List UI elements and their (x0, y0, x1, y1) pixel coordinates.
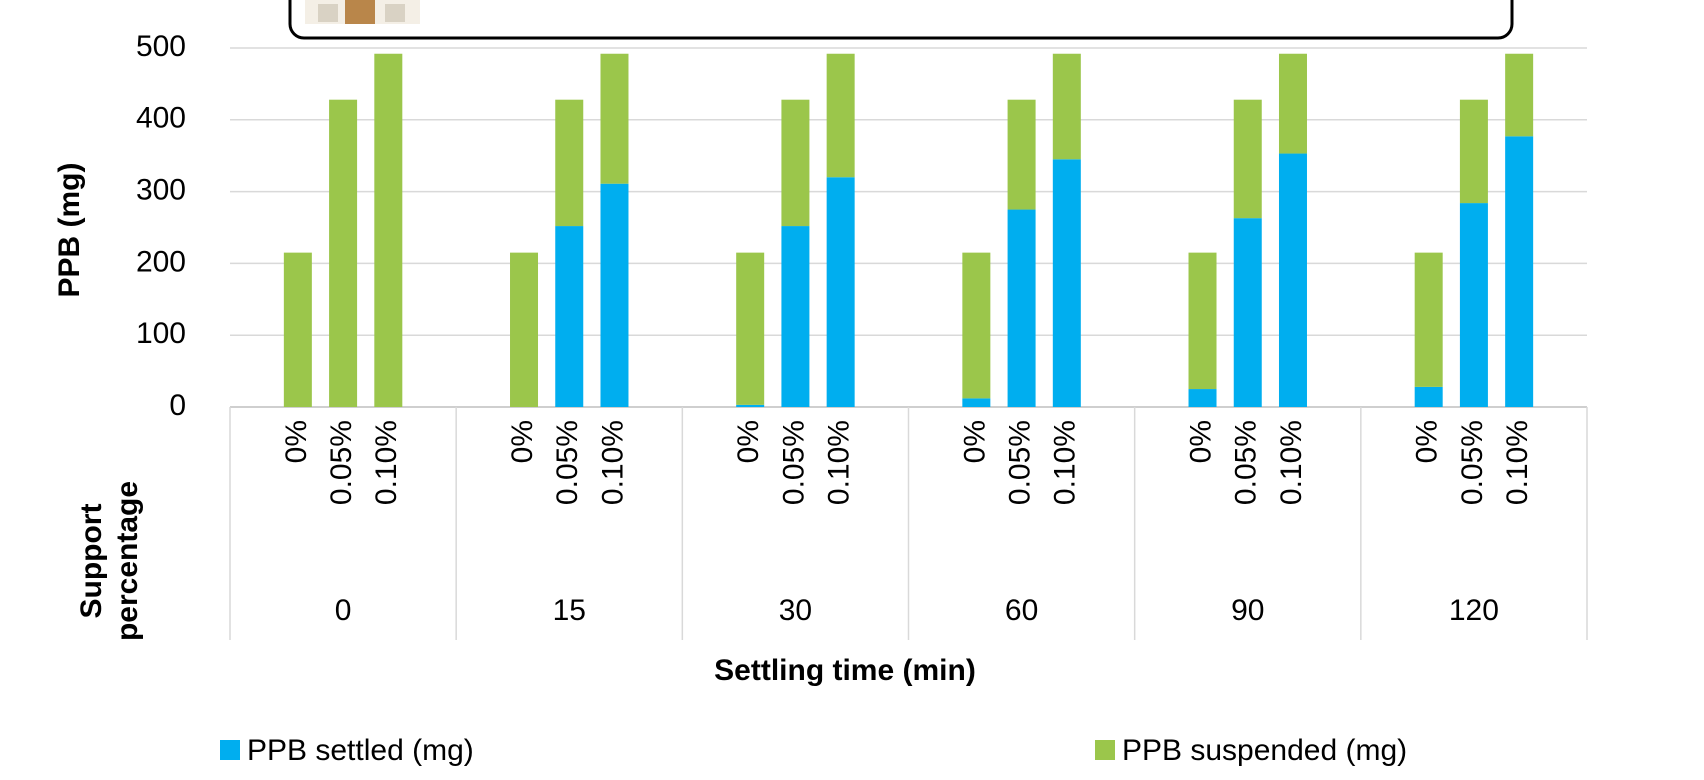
bar-segment (284, 253, 312, 407)
y-tick-label: 200 (136, 245, 186, 278)
bar-segment (1053, 159, 1081, 407)
x-tick-label: 0% (958, 420, 991, 463)
bar-segment (781, 100, 809, 226)
legend-label: PPB settled (mg) (247, 734, 474, 767)
group-label: 0 (335, 594, 352, 627)
bar-segment (1505, 136, 1533, 407)
group-label: 15 (553, 594, 586, 627)
group-label: 90 (1231, 594, 1264, 627)
bar-segment (1008, 210, 1036, 407)
x-tick-label: 0.10% (1501, 420, 1534, 505)
x-axis-title: Settling time (min) (714, 654, 976, 687)
bar-segment (827, 54, 855, 177)
x-tick-label: 0.05% (777, 420, 810, 505)
bar-segment (510, 253, 538, 407)
x-tick-label: 0.05% (325, 420, 358, 505)
bar-segment (555, 100, 583, 226)
bar-segment (1279, 54, 1307, 154)
x-tick-label: 0.05% (1456, 420, 1489, 505)
bar-segment (1189, 253, 1217, 389)
y-tick-label: 400 (136, 102, 186, 135)
bar-segment (962, 398, 990, 407)
x-tick-label: 0% (1411, 420, 1444, 463)
x-tick-label: 0.10% (596, 420, 629, 505)
group-label: 30 (779, 594, 812, 627)
bar-segment (555, 226, 583, 407)
bar-segment (1189, 389, 1217, 407)
group-axis-title: Support percentage (74, 431, 146, 691)
bar-segment (736, 405, 764, 407)
bar-segment (329, 100, 357, 407)
y-tick-label: 100 (136, 317, 186, 350)
legend-swatch (220, 740, 240, 760)
x-tick-label: 0.05% (551, 420, 584, 505)
chart: Settling time (min) 0 100 200 300 400 500 0 15 3… (0, 0, 1704, 780)
bar-segment (1053, 54, 1081, 160)
x-tick-label: 0% (732, 420, 765, 463)
y-axis-title: PPB (mg) (52, 140, 88, 320)
x-tick-label: 0.05% (1230, 420, 1263, 505)
x-tick-label: 0.10% (823, 420, 856, 505)
bar-segment (600, 184, 628, 407)
y-tick-label: 300 (136, 174, 186, 207)
bar-segment (1460, 100, 1488, 203)
x-tick-label: 0% (280, 420, 313, 463)
x-tick-label: 0% (1184, 420, 1217, 463)
bar-segment (1008, 100, 1036, 210)
x-tick-label: 0% (506, 420, 539, 463)
group-label: 60 (1005, 594, 1038, 627)
bar-segment (1505, 54, 1533, 137)
bar-segment (1234, 100, 1262, 218)
bar-segment (827, 177, 855, 407)
bar-segment (1460, 203, 1488, 407)
bar-segment (374, 54, 402, 407)
bar-segment (1279, 154, 1307, 407)
y-tick-label: 500 (136, 30, 186, 63)
x-tick-label: 0.10% (1049, 420, 1082, 505)
bar-segment (1415, 253, 1443, 387)
y-tick-label: 0 (169, 389, 186, 422)
bar-segment (600, 54, 628, 184)
x-tick-label: 0.10% (370, 420, 403, 505)
x-tick-label: 0.10% (1275, 420, 1308, 505)
bar-segment (1234, 218, 1262, 407)
thumbnail (305, 0, 420, 24)
x-tick-label: 0.05% (1004, 420, 1037, 505)
header-box (290, 0, 1512, 38)
bar-segment (1415, 387, 1443, 407)
legend-label: PPB suspended (mg) (1122, 734, 1407, 767)
bar-segment (781, 226, 809, 407)
group-label: 120 (1449, 594, 1499, 627)
page: {"chart_data": {"type": "stacked-bar", "… (0, 0, 1704, 780)
legend-swatch (1095, 740, 1115, 760)
bar-segment (736, 253, 764, 405)
bar-segment (962, 253, 990, 399)
